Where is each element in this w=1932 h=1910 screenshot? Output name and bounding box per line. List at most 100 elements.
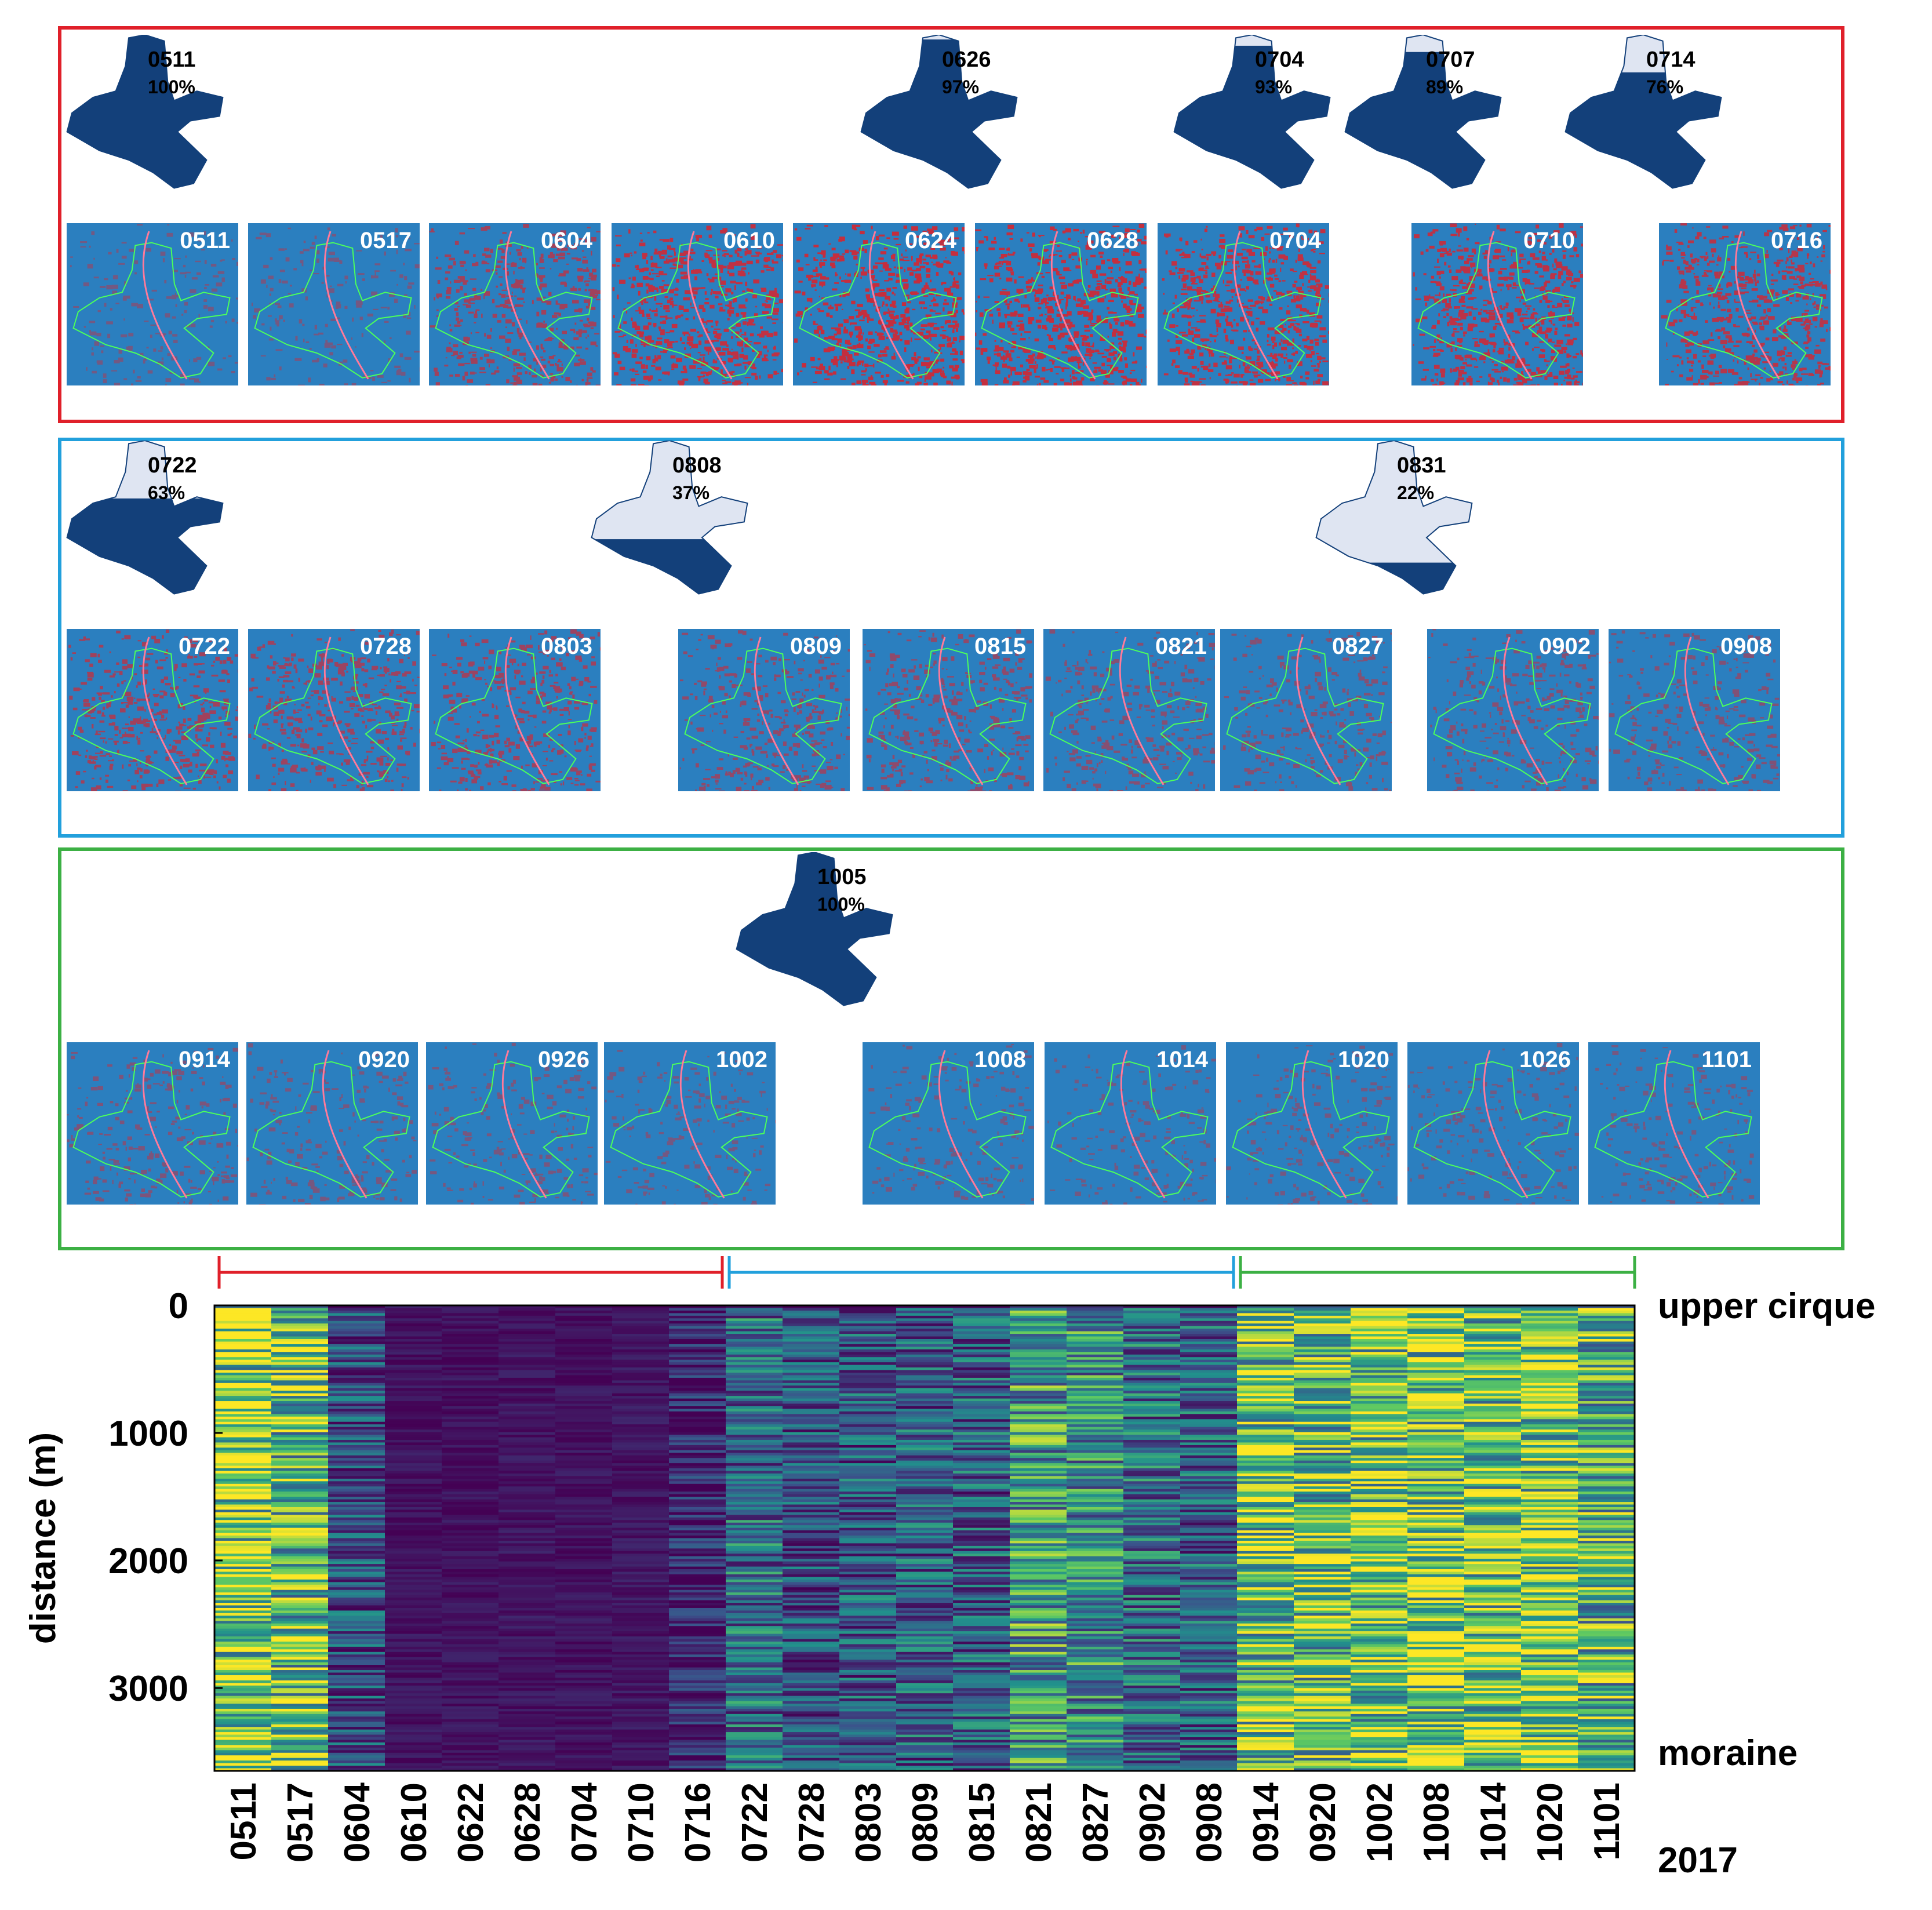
heatmap-column-0821 (1010, 1305, 1067, 1771)
outline-coverage-label: 22% (1397, 482, 1435, 503)
x-tick-label: 1101 (1587, 1782, 1627, 1861)
thumbnail-date-label: 1020 (1338, 1047, 1389, 1072)
x-tick-label: 0920 (1303, 1782, 1343, 1862)
x-tick-label: 0704 (565, 1782, 605, 1862)
heatmap-column-1014 (1464, 1305, 1522, 1771)
snow-map-thumbnail: 0902 (1427, 629, 1599, 791)
period-bracket-red (217, 1256, 724, 1289)
heatmap-column-0517 (271, 1305, 329, 1771)
outline-coverage-label: 97% (942, 77, 980, 97)
x-tick-label: 0803 (849, 1782, 889, 1862)
thumbnail-date-label: 0710 (1523, 228, 1575, 253)
snow-map-thumbnail: 0728 (248, 629, 420, 791)
thumbnail-date-label: 0624 (905, 228, 956, 253)
snow-map-thumbnail: 0920 (246, 1042, 418, 1205)
snow-map-thumbnail: 1008 (863, 1042, 1034, 1205)
thumbnail-date-label: 0926 (538, 1047, 590, 1072)
thumbnail-date-label: 0827 (1332, 634, 1384, 659)
heatmap-column-0610 (385, 1305, 442, 1771)
heatmap-column-0622 (442, 1305, 499, 1771)
snow-map-thumbnail: 0710 (1411, 223, 1583, 385)
y-axis-label: distance (m) (23, 1432, 63, 1644)
thumbnail-date-label: 0511 (180, 228, 230, 253)
snow-map-thumbnail: 0809 (678, 629, 850, 791)
heatmap-column-1008 (1407, 1305, 1465, 1771)
glacier-outline (64, 34, 226, 191)
thumbnail-date-label: 0716 (1771, 228, 1822, 253)
x-tick-label: 1008 (1417, 1782, 1457, 1862)
period-panel-blue (58, 438, 1844, 838)
snow-cover-fill (67, 498, 223, 594)
x-tick-label: 0815 (962, 1782, 1002, 1862)
x-tick-label: 0716 (678, 1782, 718, 1862)
x-tick-label: 0610 (394, 1782, 434, 1862)
outline-date-label: 0831 (1397, 453, 1446, 478)
snow-map-thumbnail: 0628 (975, 223, 1147, 385)
period-panel-green (58, 847, 1844, 1250)
snow-map-thumbnail: 0914 (67, 1042, 238, 1205)
heatmap-column-0827 (1067, 1305, 1124, 1771)
thumbnail-date-label: 0728 (360, 634, 412, 659)
thumbnail-date-label: 0722 (179, 634, 230, 659)
x-tick-label: 0511 (224, 1782, 264, 1861)
snow-map-thumbnail: 0624 (793, 223, 965, 385)
thumbnail-date-label: 0821 (1155, 634, 1207, 659)
period-bracket-green (1239, 1256, 1636, 1289)
glacier-outline (1342, 34, 1504, 191)
outline-coverage-label: 100% (817, 894, 865, 915)
glacier-outline (64, 439, 226, 597)
heatmap-column-0902 (1123, 1305, 1181, 1771)
glacier-outline (858, 34, 1020, 191)
snow-map-thumbnail: 0803 (429, 629, 601, 791)
outline-date-label: 0808 (672, 453, 722, 478)
outline-coverage-label: 89% (1426, 77, 1464, 97)
heatmap-column-1020 (1521, 1305, 1578, 1771)
outline-date-label: 1005 (817, 865, 867, 889)
snow-cover-fill (1316, 562, 1472, 594)
x-tick-label: 0628 (508, 1782, 548, 1862)
outline-coverage-label: 37% (672, 482, 710, 503)
top-annotation: upper cirque (1658, 1286, 1876, 1326)
thumbnail-date-label: 1026 (1519, 1047, 1571, 1072)
x-tick-label: 0622 (451, 1782, 491, 1862)
snow-map-thumbnail: 0511 (67, 223, 238, 385)
heatmap-svg: 0 1000 2000 3000 distance (m) 0511 0517 0604 061… (23, 1256, 1876, 1880)
outline-coverage-label: 100% (148, 77, 195, 97)
outline-date-label: 0714 (1646, 48, 1695, 72)
thumbnail-panels: 0511 100% 0626 97% 0704 93% 0707 89% 0714 76% 0511… (58, 26, 1844, 1250)
glacier-outline (1562, 34, 1724, 191)
snow-cover-fill (1565, 72, 1722, 188)
snow-map-thumbnail: 0926 (426, 1042, 598, 1205)
thumbnail-date-label: 0920 (358, 1047, 410, 1072)
snow-map-thumbnail: 0716 (1659, 223, 1831, 385)
glacier-outline (733, 851, 896, 1009)
x-tick-label: 1020 (1530, 1782, 1570, 1862)
thumbnail-date-label: 1101 (1701, 1047, 1752, 1072)
snow-map-thumbnail: 0704 (1158, 223, 1329, 385)
thumbnail-date-label: 0902 (1539, 634, 1591, 659)
x-tick-label: 0722 (735, 1782, 775, 1862)
x-tick-label: 0604 (337, 1782, 377, 1862)
outline-date-label: 0722 (148, 453, 197, 478)
heatmap-column-0722 (726, 1305, 783, 1771)
snow-map-thumbnail: 0908 (1609, 629, 1780, 791)
x-tick-label: 0902 (1133, 1782, 1173, 1862)
snow-cover-fill (591, 539, 748, 594)
thumbnail-date-label: 1002 (716, 1047, 767, 1072)
heatmap-column-1101 (1578, 1305, 1635, 1771)
x-tick-label: 0914 (1246, 1782, 1286, 1862)
outline-date-label: 0511 (148, 48, 196, 72)
y-tick-label: 2000 (108, 1541, 188, 1581)
snow-map-thumbnail: 0604 (429, 223, 601, 385)
snow-map-thumbnail: 0821 (1043, 629, 1215, 791)
heatmap-column-0628 (499, 1305, 556, 1771)
plot-frame (213, 1304, 1636, 1772)
thumbnail-date-label: 0517 (360, 228, 412, 253)
thumbnail-date-label: 1014 (1156, 1047, 1208, 1072)
y-tick-label: 0 (169, 1286, 188, 1326)
x-tick-label: 0809 (905, 1782, 945, 1862)
heatmap-column-0511 (214, 1305, 272, 1771)
x-tick-label: 0728 (792, 1782, 832, 1862)
outline-date-label: 0707 (1426, 48, 1475, 72)
period-bracket-blue (727, 1256, 1235, 1289)
